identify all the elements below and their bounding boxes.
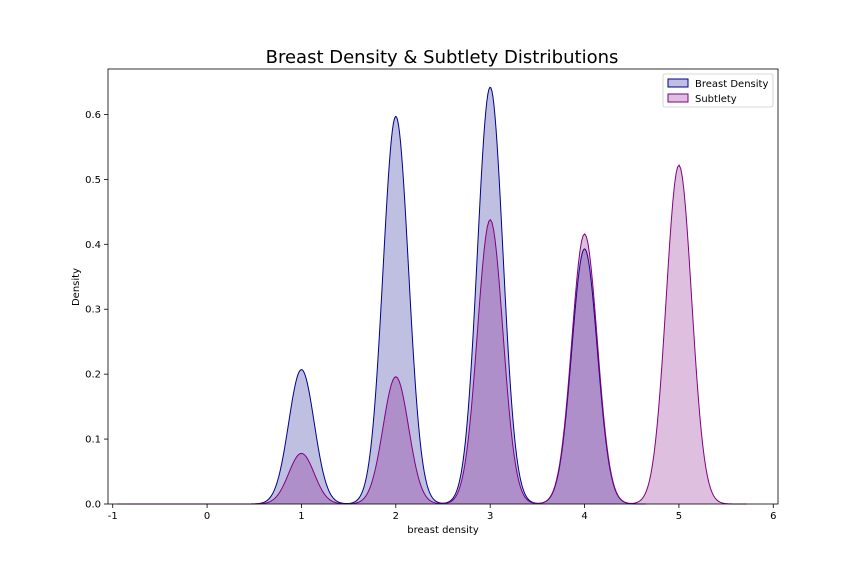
- y-tick-label: 0.3: [85, 305, 101, 316]
- chart-title: Breast Density & Subtlety Distributions: [266, 47, 619, 68]
- series-fill-0: [235, 87, 646, 504]
- series-line-1: [117, 164, 747, 505]
- y-tick-label: 0.2: [85, 370, 101, 381]
- x-axis: -1 0 1 2 3 4 5 6: [108, 504, 776, 522]
- y-tick-label: 0.4: [85, 240, 101, 251]
- y-tick-label: 0.5: [85, 175, 101, 186]
- plot-frame: [107, 68, 779, 505]
- y-axis: 0.0 0.1 0.2 0.3 0.4 0.5 0.6: [85, 110, 108, 511]
- x-tick-label: 1: [298, 511, 304, 522]
- legend-box: [662, 73, 774, 108]
- legend-swatch: [667, 93, 689, 103]
- y-tick-label: 0.0: [85, 500, 101, 511]
- legend-swatch: [667, 78, 689, 88]
- x-tick-label: 4: [581, 511, 587, 522]
- series-fill-1: [117, 165, 747, 505]
- y-axis-label: Density: [71, 268, 82, 306]
- y-tick-label: 0.6: [85, 110, 101, 121]
- legend-label: Subtlety: [695, 94, 737, 105]
- series-layer: [117, 86, 747, 505]
- x-tick-label: 6: [770, 511, 776, 522]
- x-tick-label: 5: [676, 511, 682, 522]
- legend: Breast Density Subtlety: [662, 73, 774, 108]
- series-line-0: [235, 86, 646, 505]
- x-tick-label: 0: [204, 511, 210, 522]
- x-tick-label: 3: [487, 511, 493, 522]
- x-axis-label: breast density: [407, 525, 479, 536]
- x-tick-label: 2: [393, 511, 399, 522]
- y-tick-label: 0.1: [85, 435, 101, 446]
- x-tick-label: -1: [108, 511, 118, 522]
- legend-label: Breast Density: [695, 79, 768, 90]
